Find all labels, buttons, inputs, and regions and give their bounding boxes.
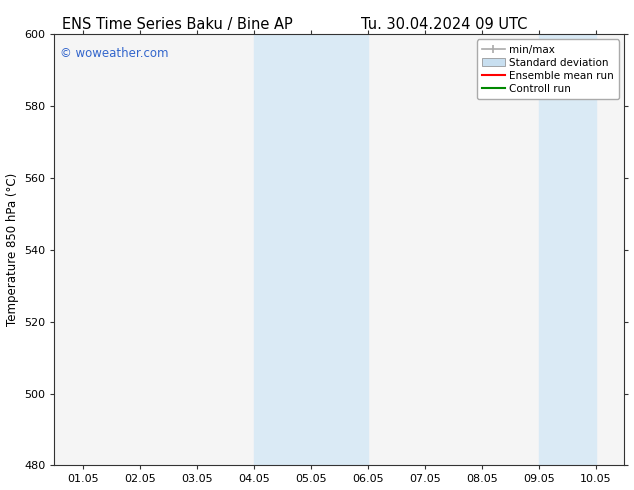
Legend: min/max, Standard deviation, Ensemble mean run, Controll run: min/max, Standard deviation, Ensemble me… bbox=[477, 39, 619, 99]
Bar bbox=[254, 34, 368, 465]
Y-axis label: Temperature 850 hPa (°C): Temperature 850 hPa (°C) bbox=[6, 173, 18, 326]
Text: Tu. 30.04.2024 09 UTC: Tu. 30.04.2024 09 UTC bbox=[361, 17, 527, 32]
Text: ENS Time Series Baku / Bine AP: ENS Time Series Baku / Bine AP bbox=[62, 17, 293, 32]
Bar bbox=[539, 34, 596, 465]
Text: © woweather.com: © woweather.com bbox=[60, 47, 169, 60]
